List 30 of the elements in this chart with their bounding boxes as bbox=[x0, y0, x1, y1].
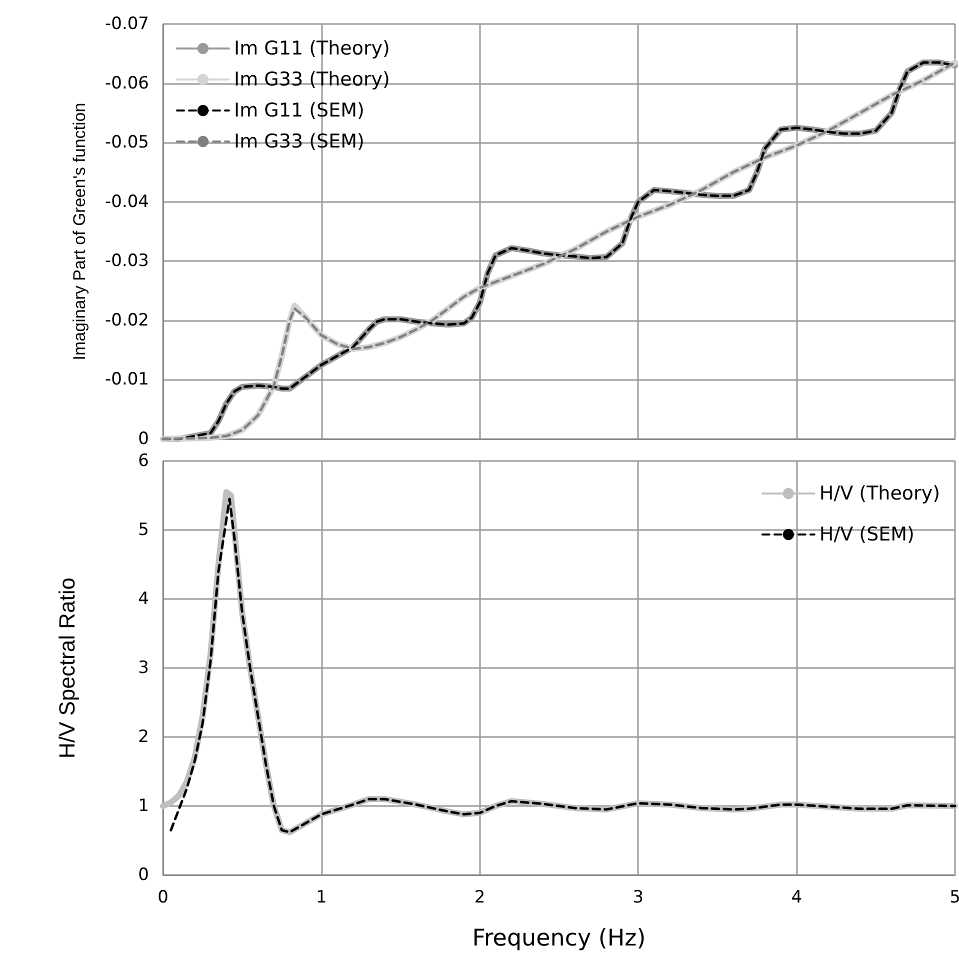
y-tick-label: 1 bbox=[138, 796, 149, 816]
x-tick-label: 0 bbox=[158, 888, 168, 908]
y-tick-label: -0.02 bbox=[105, 310, 149, 330]
x-tick-label: 2 bbox=[474, 888, 486, 908]
y-tick-label: 4 bbox=[138, 589, 149, 609]
y-tick-label: -0.04 bbox=[105, 192, 149, 212]
legend-label: Im G11 (SEM) bbox=[234, 100, 364, 122]
y-tick-label: -0.05 bbox=[105, 132, 149, 153]
y-tick-label: -0.07 bbox=[105, 14, 149, 34]
legend-label: Im G33 (Theory) bbox=[234, 68, 390, 90]
y-tick-label: 5 bbox=[138, 520, 149, 540]
legend-label: H/V (Theory) bbox=[819, 482, 940, 504]
legend-label: Im G33 (SEM) bbox=[234, 130, 364, 152]
y-tick-label: 0 bbox=[138, 865, 149, 885]
legend-label: H/V (SEM) bbox=[819, 524, 914, 546]
y-tick-label: -0.01 bbox=[105, 370, 149, 390]
y-tick-label: -0.06 bbox=[105, 73, 149, 94]
y-tick-label: 6 bbox=[138, 451, 149, 471]
y-tick-label: 3 bbox=[138, 658, 149, 678]
x-axis-title: Frequency (Hz) bbox=[472, 926, 646, 952]
x-tick-label: 1 bbox=[316, 888, 327, 908]
y-axis-title: Imaginary Part of Green's function bbox=[70, 102, 89, 360]
y-tick-label: 2 bbox=[138, 727, 149, 747]
x-tick-label: 5 bbox=[950, 888, 959, 908]
y-tick-label: 0 bbox=[138, 429, 149, 449]
x-tick-label: 3 bbox=[632, 888, 644, 908]
x-tick-label: 4 bbox=[791, 888, 802, 908]
y-tick-label: -0.03 bbox=[105, 251, 149, 272]
y-axis-title: H/V Spectral Ratio bbox=[54, 578, 80, 758]
legend-label: Im G11 (Theory) bbox=[234, 38, 390, 60]
